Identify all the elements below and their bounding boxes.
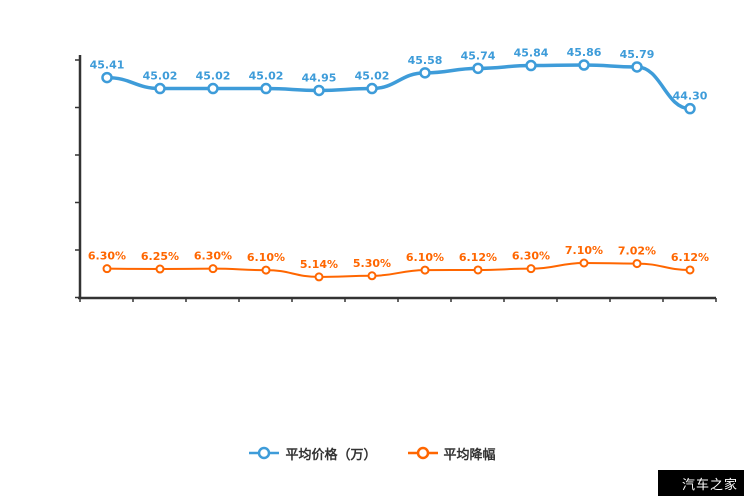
svg-text:45.86: 45.86 (567, 46, 602, 59)
legend-label-avg-discount: 平均降幅 (443, 447, 496, 463)
svg-text:6.10%: 6.10% (247, 251, 285, 264)
svg-text:45.41: 45.41 (90, 59, 125, 72)
svg-text:5.30%: 5.30% (353, 257, 391, 270)
watermark-autohome: 汽车之家 (658, 470, 744, 496)
legend-line-marker-icon (407, 446, 438, 460)
svg-text:6.12%: 6.12% (671, 251, 709, 264)
svg-text:5.14%: 5.14% (300, 258, 338, 271)
svg-text:6.30%: 6.30% (88, 250, 126, 263)
svg-text:45.74: 45.74 (461, 49, 496, 62)
svg-text:44.30: 44.30 (673, 90, 708, 103)
legend-label-avg-price: 平均价格（万） (285, 447, 377, 463)
svg-text:6.25%: 6.25% (141, 250, 179, 263)
svg-text:6.12%: 6.12% (459, 251, 497, 264)
svg-text:44.95: 44.95 (302, 71, 337, 84)
svg-text:45.02: 45.02 (355, 70, 390, 83)
legend-line-marker-icon (249, 446, 280, 460)
svg-text:7.02%: 7.02% (618, 245, 656, 258)
svg-text:7.10%: 7.10% (565, 244, 603, 257)
svg-text:45.58: 45.58 (408, 54, 443, 67)
svg-text:6.30%: 6.30% (512, 250, 550, 263)
price-trend-chart: 45.41 45.02 45.02 45.02 44.95 45.02 45.58 45.74… (75, 46, 717, 302)
svg-text:6.10%: 6.10% (406, 251, 444, 264)
svg-text:45.79: 45.79 (620, 48, 655, 61)
chart-legend: 平均价格（万） 平均降幅 (0, 441, 744, 465)
svg-text:6.30%: 6.30% (194, 250, 232, 263)
legend-item-avg-price[interactable]: 平均价格（万） (248, 444, 377, 463)
svg-text:45.02: 45.02 (249, 70, 284, 83)
legend-item-avg-discount[interactable]: 平均降幅 (407, 444, 496, 463)
watermark-text: 汽车之家 (681, 477, 738, 493)
svg-text:45.02: 45.02 (143, 70, 178, 83)
svg-text:45.84: 45.84 (514, 47, 549, 60)
svg-text:45.02: 45.02 (196, 70, 231, 83)
